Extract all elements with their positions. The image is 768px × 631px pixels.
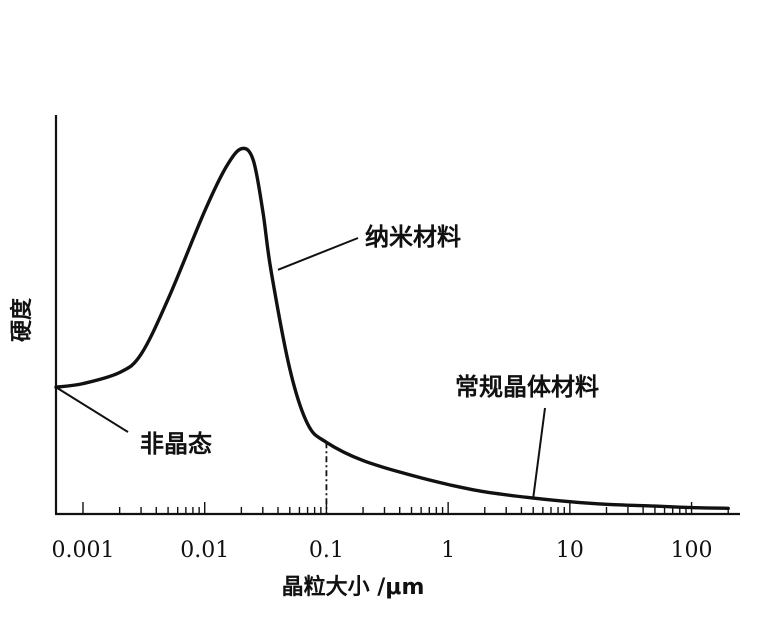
annotation-label: 常规晶体材料: [455, 373, 599, 401]
x-tick-label: 0.001: [52, 538, 115, 563]
x-tick-label: 0.1: [309, 538, 344, 563]
annotation-leader: [277, 237, 359, 271]
x-tick-label: 1: [441, 538, 455, 563]
annotation-leader: [55, 386, 129, 433]
x-axis-title: 晶粒大小 /μm: [282, 574, 425, 600]
hardness-curve: [54, 146, 730, 510]
y-axis-title: 硬度: [9, 297, 35, 342]
x-tick-label: 10: [556, 538, 584, 563]
annotation-leader: [532, 407, 546, 499]
x-tick-label: 100: [671, 538, 713, 563]
x-tick-label: 0.01: [180, 538, 229, 563]
annotation-label: 纳米材料: [365, 223, 461, 251]
annotation-label: 非晶态: [140, 430, 212, 458]
